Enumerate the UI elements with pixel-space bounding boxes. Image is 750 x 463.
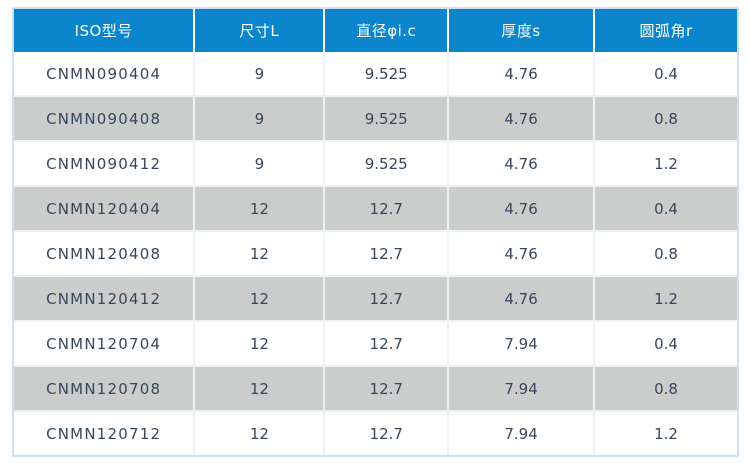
size-cell: 9 (193, 95, 324, 140)
thickness-cell: 4.76 (447, 52, 594, 95)
table-row: CNMN120704 12 12.7 7.94 0.4 (14, 320, 737, 365)
column-header-thickness: 厚度s (447, 9, 594, 52)
model-cell: CNMN120708 (14, 365, 194, 410)
model-cell: CNMN090412 (14, 140, 194, 185)
arc-angle-cell: 0.4 (593, 185, 737, 230)
table-row: CNMN090412 9 9.525 4.76 1.2 (14, 140, 737, 185)
arc-angle-cell: 0.4 (593, 52, 737, 95)
diameter-cell: 12.7 (323, 410, 448, 455)
column-header-arc-angle: 圆弧角r (593, 9, 737, 52)
thickness-cell: 7.94 (447, 320, 594, 365)
arc-angle-cell: 0.8 (593, 95, 737, 140)
size-cell: 12 (193, 410, 324, 455)
diameter-cell: 9.525 (323, 140, 448, 185)
table-header: ISO型号 尺寸L 直径φi.c 厚度s 圆弧角r (14, 9, 737, 52)
model-cell: CNMN120412 (14, 275, 194, 320)
model-cell: CNMN090404 (14, 52, 194, 95)
table-header-row: ISO型号 尺寸L 直径φi.c 厚度s 圆弧角r (14, 9, 737, 52)
thickness-cell: 4.76 (447, 185, 594, 230)
thickness-cell: 4.76 (447, 140, 594, 185)
model-cell: CNMN120712 (14, 410, 194, 455)
table-row: CNMN120708 12 12.7 7.94 0.8 (14, 365, 737, 410)
size-cell: 12 (193, 275, 324, 320)
size-cell: 9 (193, 140, 324, 185)
arc-angle-cell: 1.2 (593, 275, 737, 320)
diameter-cell: 12.7 (323, 320, 448, 365)
thickness-cell: 7.94 (447, 365, 594, 410)
diameter-cell: 9.525 (323, 95, 448, 140)
iso-spec-table: ISO型号 尺寸L 直径φi.c 厚度s 圆弧角r CNMN090404 9 9.5… (12, 7, 739, 457)
size-cell: 12 (193, 185, 324, 230)
model-cell: CNMN120404 (14, 185, 194, 230)
model-cell: CNMN120408 (14, 230, 194, 275)
column-header-diameter: 直径φi.c (323, 9, 448, 52)
diameter-cell: 12.7 (323, 365, 448, 410)
column-header-size-l: 尺寸L (193, 9, 324, 52)
diameter-cell: 12.7 (323, 230, 448, 275)
arc-angle-cell: 1.2 (593, 140, 737, 185)
size-cell: 9 (193, 52, 324, 95)
table-row: CNMN090404 9 9.525 4.76 0.4 (14, 52, 737, 95)
size-cell: 12 (193, 365, 324, 410)
table-row: CNMN120712 12 12.7 7.94 1.2 (14, 410, 737, 455)
model-cell: CNMN090408 (14, 95, 194, 140)
thickness-cell: 4.76 (447, 230, 594, 275)
size-cell: 12 (193, 230, 324, 275)
table-row: CNMN120412 12 12.7 4.76 1.2 (14, 275, 737, 320)
model-cell: CNMN120704 (14, 320, 194, 365)
table-row: CNMN120408 12 12.7 4.76 0.8 (14, 230, 737, 275)
arc-angle-cell: 1.2 (593, 410, 737, 455)
arc-angle-cell: 0.8 (593, 230, 737, 275)
diameter-cell: 9.525 (323, 52, 448, 95)
table-row: CNMN120404 12 12.7 4.76 0.4 (14, 185, 737, 230)
size-cell: 12 (193, 320, 324, 365)
arc-angle-cell: 0.8 (593, 365, 737, 410)
table-body: CNMN090404 9 9.525 4.76 0.4 CNMN090408 9 9.525 4… (14, 52, 737, 455)
diameter-cell: 12.7 (323, 185, 448, 230)
table-row: CNMN090408 9 9.525 4.76 0.8 (14, 95, 737, 140)
diameter-cell: 12.7 (323, 275, 448, 320)
thickness-cell: 4.76 (447, 95, 594, 140)
column-header-iso-model: ISO型号 (14, 9, 194, 52)
thickness-cell: 7.94 (447, 410, 594, 455)
arc-angle-cell: 0.4 (593, 320, 737, 365)
thickness-cell: 4.76 (447, 275, 594, 320)
